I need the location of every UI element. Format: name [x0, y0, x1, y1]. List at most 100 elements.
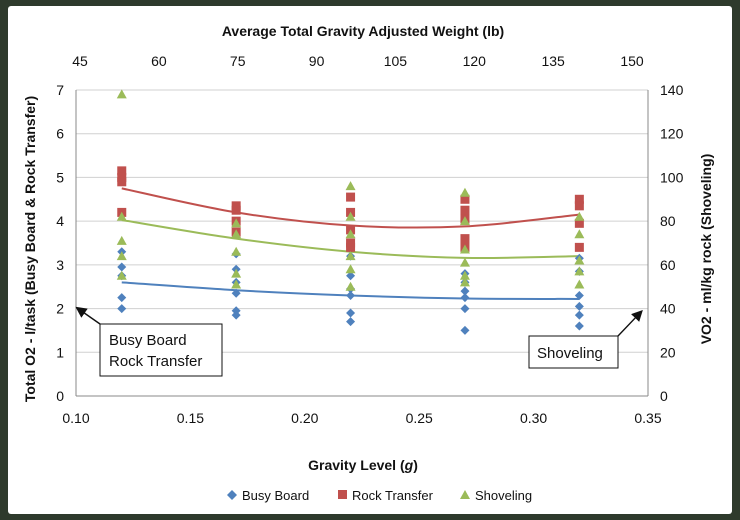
data-points	[116, 89, 585, 335]
legend-marker-busy-board	[227, 490, 237, 500]
top-tick-label: 120	[463, 53, 487, 69]
point-shoveling	[116, 235, 127, 245]
top-tick-label: 60	[151, 53, 167, 69]
y-left-tick-label: 6	[56, 126, 64, 142]
top-tick-label: 75	[230, 53, 246, 69]
legend-label-rock-transfer: Rock Transfer	[352, 488, 434, 503]
point-rock-transfer	[574, 194, 584, 204]
y-right-tick-label: 20	[660, 344, 676, 360]
y-right-tick-label: 40	[660, 301, 676, 317]
x-tick-label: 0.20	[291, 410, 318, 426]
y-left-tick-label: 3	[56, 257, 64, 273]
point-busy-board	[346, 290, 356, 300]
annotation-left: Busy Board Rock Transfer	[75, 306, 223, 377]
point-shoveling	[459, 216, 470, 226]
point-shoveling	[116, 270, 127, 280]
point-shoveling	[574, 255, 585, 265]
y-left-tick-label: 4	[56, 213, 64, 229]
point-shoveling	[116, 211, 127, 221]
legend-marker-rock-transfer	[338, 490, 347, 499]
point-busy-board	[460, 304, 470, 314]
point-shoveling	[459, 244, 470, 254]
point-busy-board	[231, 310, 241, 320]
point-shoveling	[231, 246, 242, 256]
chart: Average Total Gravity Adjusted Weight (l…	[22, 23, 714, 503]
point-shoveling	[231, 279, 242, 289]
y-right-tick-label: 140	[660, 82, 684, 98]
top-tick-label: 90	[309, 53, 325, 69]
point-busy-board	[117, 262, 127, 272]
y-right-tick-label: 0	[660, 388, 668, 404]
point-shoveling	[345, 211, 356, 221]
legend-marker-shoveling	[460, 490, 470, 499]
y-left-tick-label: 1	[56, 344, 64, 360]
x-tick-label: 0.30	[520, 410, 547, 426]
point-shoveling	[345, 181, 356, 191]
legend-label-shoveling: Shoveling	[475, 488, 532, 503]
point-busy-board	[346, 271, 356, 281]
point-shoveling	[574, 211, 585, 221]
legend-label-busy-board: Busy Board	[242, 488, 309, 503]
point-busy-board	[346, 317, 356, 327]
point-busy-board	[117, 293, 127, 303]
x-axis-title-variable: g	[404, 457, 414, 473]
point-rock-transfer	[460, 194, 470, 204]
point-shoveling	[231, 218, 242, 228]
annotation-right-box	[528, 335, 619, 369]
point-busy-board	[574, 321, 584, 331]
gridlines	[76, 89, 648, 353]
point-rock-transfer	[346, 242, 356, 252]
x-axis-title-prefix: Gravity Level (	[308, 457, 405, 473]
point-shoveling	[231, 229, 242, 239]
point-busy-board	[460, 293, 470, 303]
point-shoveling	[345, 281, 356, 291]
point-shoveling	[345, 229, 356, 239]
point-rock-transfer	[460, 234, 470, 244]
chart-frame: Average Total Gravity Adjusted Weight (l…	[8, 6, 732, 514]
point-shoveling	[459, 257, 470, 267]
x-tick-label: 0.25	[406, 410, 433, 426]
point-shoveling	[574, 279, 585, 289]
point-shoveling	[345, 264, 356, 274]
annotation-right-line-1: Shoveling	[537, 345, 603, 362]
top-tick-label: 135	[541, 53, 565, 69]
point-rock-transfer	[231, 205, 241, 215]
point-shoveling	[116, 251, 127, 261]
annotation-left-line-2: Rock Transfer	[109, 353, 202, 370]
point-busy-board	[460, 286, 470, 296]
y-left-tick-label: 2	[56, 301, 64, 317]
point-busy-board	[346, 308, 356, 318]
y-right-tick-label: 120	[660, 126, 684, 142]
point-shoveling	[231, 268, 242, 278]
point-rock-transfer	[574, 242, 584, 252]
point-rock-transfer	[117, 177, 127, 187]
point-busy-board	[460, 325, 470, 335]
top-axis-title: Average Total Gravity Adjusted Weight (l…	[222, 23, 504, 39]
point-busy-board	[117, 304, 127, 314]
axes	[75, 90, 649, 397]
point-shoveling	[574, 266, 585, 276]
y-right-tick-label: 60	[660, 257, 676, 273]
y-left-tick-label: 5	[56, 169, 64, 185]
x-tick-label: 0.10	[62, 410, 89, 426]
right-axis-title: VO2 - ml/kg rock (Shoveling)	[698, 154, 714, 345]
top-tick-label: 150	[620, 53, 644, 69]
top-tick-label: 105	[384, 53, 408, 69]
point-shoveling	[459, 270, 470, 280]
point-rock-transfer	[117, 166, 127, 176]
top-tick-label: 45	[72, 53, 88, 69]
y-left-tick-label: 0	[56, 388, 64, 404]
point-shoveling	[459, 277, 470, 287]
point-rock-transfer	[574, 218, 584, 228]
point-busy-board	[574, 301, 584, 311]
annotation-right-arrow	[617, 309, 643, 337]
point-shoveling	[574, 229, 585, 239]
annotation-left-box	[99, 323, 223, 377]
left-axis-title: Total O2 - l/task (Busy Board & Rock Tra…	[22, 96, 38, 402]
x-axis-title-suffix: )	[413, 457, 418, 473]
point-busy-board	[231, 288, 241, 298]
point-shoveling	[345, 251, 356, 261]
point-rock-transfer	[460, 205, 470, 215]
point-rock-transfer	[346, 192, 356, 202]
